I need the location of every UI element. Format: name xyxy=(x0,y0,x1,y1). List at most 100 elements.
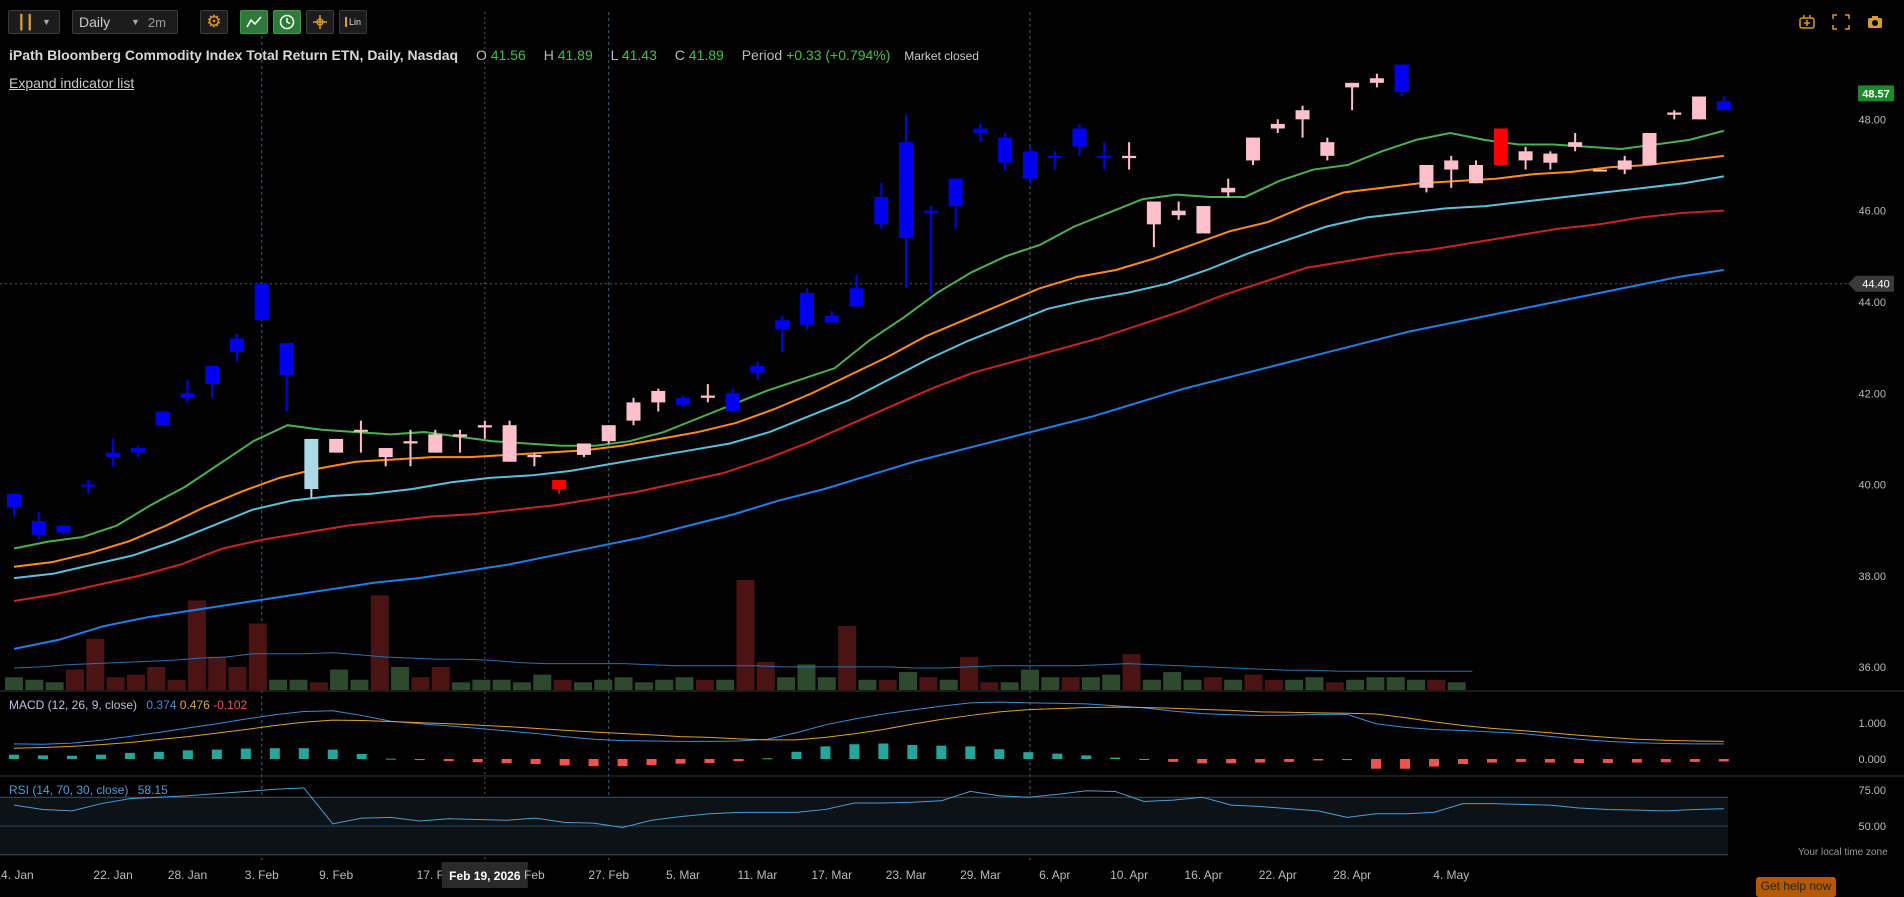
camera-button[interactable] xyxy=(1866,14,1884,34)
candle-body xyxy=(1394,64,1409,92)
x-tick-label: 4. May xyxy=(1433,868,1469,882)
volume-bar xyxy=(269,679,288,690)
crosshair-button[interactable] xyxy=(306,10,334,34)
volume-bar xyxy=(45,682,64,690)
rsi-value: 58.15 xyxy=(137,783,168,797)
last-price-label: 48.57 xyxy=(1862,88,1890,100)
macd-histogram-bar xyxy=(1429,759,1440,767)
macd-histogram-bar xyxy=(385,758,396,760)
interval-short-label: 2m xyxy=(147,14,166,30)
candle-body xyxy=(651,390,666,403)
crosshair-date-label: Feb 19, 2026 xyxy=(449,869,521,883)
candle-body xyxy=(799,292,814,325)
scale-button[interactable]: Lin xyxy=(339,10,367,34)
volume-bar xyxy=(1407,679,1426,690)
volume-bar xyxy=(452,682,471,690)
volume-bar xyxy=(1081,677,1100,690)
volume-bar xyxy=(695,679,714,690)
volume-bar xyxy=(919,677,938,690)
candle-body xyxy=(1493,128,1508,165)
chart-title: iPath Bloomberg Commodity Index Total Re… xyxy=(9,47,459,63)
macd-histogram-bar xyxy=(298,748,309,759)
indicator-icon xyxy=(246,16,262,28)
candle-body xyxy=(329,438,344,453)
volume-bar xyxy=(391,666,410,690)
macd-tick-label: 1.000 xyxy=(1858,718,1886,730)
candle-body xyxy=(403,441,418,444)
candle-body xyxy=(1667,112,1682,115)
chart-style-dropdown[interactable]: ┃┃ ▼ xyxy=(8,10,60,34)
volume-bar xyxy=(756,661,775,690)
crosshair-price-tag xyxy=(1848,275,1894,292)
indicator-button[interactable] xyxy=(240,10,268,34)
macd-histogram-bar xyxy=(1631,759,1642,763)
macd-histogram-bar xyxy=(414,759,425,761)
interval-dropdown[interactable]: Daily ▼ 2m xyxy=(72,10,178,34)
fullscreen-button[interactable] xyxy=(1832,14,1850,34)
volume-bar xyxy=(878,679,897,690)
chart-header: iPath Bloomberg Commodity Index Total Re… xyxy=(9,47,979,63)
expand-indicator-link[interactable]: Expand indicator list xyxy=(9,75,135,91)
settings-button[interactable]: ⚙ xyxy=(200,10,228,34)
ema-line-4 xyxy=(13,209,1724,602)
macd-histogram-bar xyxy=(791,751,802,759)
volume-bar xyxy=(1447,682,1466,690)
candle-body xyxy=(849,288,864,307)
macd-histogram-bar xyxy=(1342,759,1353,761)
candle-body xyxy=(1047,155,1062,159)
last-price-tag xyxy=(1858,85,1894,102)
candle-body xyxy=(1196,206,1211,234)
interval-label: Daily xyxy=(79,14,111,30)
x-tick-label: 10. Apr xyxy=(1110,868,1148,882)
volume-bar xyxy=(208,656,227,690)
volume-bar xyxy=(86,638,105,690)
macd-histogram-bar xyxy=(1052,753,1063,759)
volume-bar xyxy=(573,682,592,690)
open-label: O xyxy=(475,47,487,63)
add-alert-button[interactable] xyxy=(1798,14,1816,34)
macd-histogram-bar xyxy=(1718,759,1729,762)
candle-body xyxy=(1419,165,1434,188)
macd-histogram-bar xyxy=(1544,759,1555,763)
price-tick-label: 40.00 xyxy=(1858,480,1886,492)
candle-body xyxy=(923,210,938,213)
price-tick-label: 36.00 xyxy=(1858,662,1886,674)
get-help-button[interactable]: Get help now xyxy=(1756,877,1836,897)
macd-histogram-bar xyxy=(878,743,889,759)
candle-body xyxy=(477,425,492,428)
macd-legend-label: MACD (12, 26, 9, close) xyxy=(9,698,138,712)
macd-histogram-bar xyxy=(66,755,77,759)
high-label: H xyxy=(543,47,554,63)
volume-bar xyxy=(228,666,247,690)
candle-body xyxy=(1518,151,1533,161)
scale-label: Lin xyxy=(344,17,361,27)
volume-bar xyxy=(1041,677,1060,690)
volume-bar xyxy=(106,677,125,690)
candle-body xyxy=(775,320,790,330)
macd-histogram-bar xyxy=(1168,759,1179,762)
gear-icon: ⚙ xyxy=(206,12,222,31)
close-value: 41.89 xyxy=(688,47,724,63)
macd-histogram-bar xyxy=(443,759,454,762)
macd-histogram-bar xyxy=(1255,759,1266,763)
macd-legend: MACD (12, 26, 9, close) 0.374 0.476 -0.1… xyxy=(9,698,247,712)
x-tick-label: 3. Feb xyxy=(245,868,279,882)
x-tick-label: 23. Mar xyxy=(886,868,927,882)
macd-histogram-bar xyxy=(936,745,947,759)
clock-icon xyxy=(279,14,295,30)
price-tick-label: 44.00 xyxy=(1858,297,1886,309)
volume-bar xyxy=(634,682,653,690)
macd-histogram-bar xyxy=(1023,752,1034,759)
candle-body xyxy=(106,452,121,458)
candle-body xyxy=(1469,165,1484,184)
macd-histogram-bar xyxy=(675,759,686,764)
signal-line xyxy=(13,706,1724,749)
macd-histogram-bar xyxy=(646,759,657,766)
volume-bar xyxy=(939,679,958,690)
volume-bar xyxy=(126,674,145,690)
x-tick-label: 28. Apr xyxy=(1333,868,1371,882)
volume-bar xyxy=(777,677,796,690)
clock-button[interactable] xyxy=(273,10,301,34)
x-tick-label: 11. Mar xyxy=(738,868,778,882)
